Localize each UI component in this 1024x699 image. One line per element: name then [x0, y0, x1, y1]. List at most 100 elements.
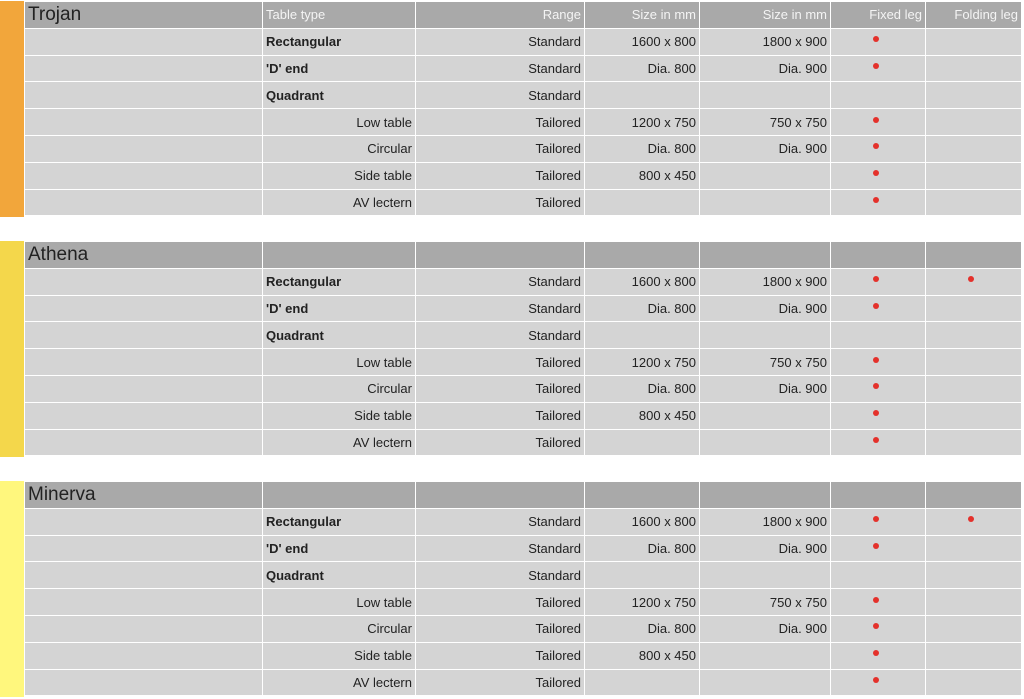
empty-cell	[24, 348, 263, 376]
range: Standard	[415, 321, 585, 350]
range: Tailored	[415, 188, 585, 217]
size-1: Dia. 800	[584, 614, 700, 643]
table-row: AV lectern Tailored	[24, 428, 1022, 457]
range: Tailored	[415, 668, 585, 697]
dot-icon	[873, 596, 879, 603]
dot-icon	[873, 302, 879, 309]
range: Standard	[415, 27, 585, 56]
size-1: 1600 x 800	[584, 267, 700, 296]
empty-cell	[24, 668, 263, 697]
table-type: Rectangular	[262, 27, 416, 56]
table-type: Rectangular	[262, 507, 416, 536]
section-header-row: Athena	[24, 241, 1022, 269]
table-row: Circular Tailored Dia. 800 Dia. 900	[24, 614, 1022, 643]
empty-cell	[830, 481, 926, 509]
range: Standard	[415, 507, 585, 536]
table-row: Circular Tailored Dia. 800 Dia. 900	[24, 134, 1022, 163]
dot-icon	[873, 196, 879, 203]
dot-icon	[873, 276, 879, 283]
empty-cell	[262, 241, 416, 269]
table-type: Quadrant	[262, 561, 416, 590]
size-1: 1200 x 750	[584, 588, 700, 616]
table-type: AV lectern	[262, 668, 416, 697]
empty-cell	[24, 428, 263, 457]
section-minerva: Minerva Rectangular Standard 1600 x 800 …	[0, 481, 1022, 697]
empty-cell	[24, 321, 263, 350]
header-folding-leg: Folding leg	[925, 1, 1022, 29]
size-2	[699, 188, 831, 217]
empty-cell	[24, 401, 263, 430]
size-1: 1200 x 750	[584, 348, 700, 376]
fixed-leg	[830, 428, 926, 457]
color-bar	[0, 481, 24, 697]
range: Tailored	[415, 614, 585, 643]
range: Tailored	[415, 348, 585, 376]
folding-leg	[925, 134, 1022, 163]
section-header-row: Minerva	[24, 481, 1022, 509]
folding-leg	[925, 161, 1022, 190]
section-header-row: Trojan Table type Range Size in mm Size in m…	[24, 1, 1022, 29]
table-type: Side table	[262, 641, 416, 670]
size-2	[699, 668, 831, 697]
range: Standard	[415, 81, 585, 110]
size-1	[584, 668, 700, 697]
table-row: Low table Tailored 1200 x 750 750 x 750	[24, 588, 1022, 616]
table-row: AV lectern Tailored	[24, 668, 1022, 697]
empty-cell	[584, 481, 700, 509]
dot-icon	[873, 516, 879, 523]
header-size2: Size in mm	[699, 1, 831, 29]
range: Tailored	[415, 374, 585, 403]
empty-cell	[925, 481, 1022, 509]
range: Standard	[415, 534, 585, 563]
range: Standard	[415, 294, 585, 323]
table-type: Side table	[262, 401, 416, 430]
folding-leg	[925, 321, 1022, 350]
empty-cell	[262, 481, 416, 509]
folding-leg	[925, 428, 1022, 457]
size-2: Dia. 900	[699, 134, 831, 163]
empty-cell	[24, 561, 263, 590]
folding-leg	[925, 641, 1022, 670]
size-2	[699, 561, 831, 590]
fixed-leg	[830, 321, 926, 350]
folding-leg	[925, 561, 1022, 590]
size-2	[699, 428, 831, 457]
size-1: Dia. 800	[584, 534, 700, 563]
size-1	[584, 321, 700, 350]
dot-icon	[873, 143, 879, 150]
table-row: Quadrant Standard	[24, 561, 1022, 590]
size-1: 1600 x 800	[584, 27, 700, 56]
range: Tailored	[415, 401, 585, 430]
range: Tailored	[415, 161, 585, 190]
empty-cell	[24, 641, 263, 670]
fixed-leg	[830, 108, 926, 136]
table-row: Low table Tailored 1200 x 750 750 x 750	[24, 348, 1022, 376]
empty-cell	[699, 241, 831, 269]
size-2	[699, 641, 831, 670]
table-type: 'D' end	[262, 534, 416, 563]
header-fixed-leg: Fixed leg	[830, 1, 926, 29]
table-type: 'D' end	[262, 54, 416, 83]
range: Tailored	[415, 428, 585, 457]
section-name: Trojan	[24, 1, 263, 29]
size-2	[699, 81, 831, 110]
empty-cell	[24, 507, 263, 536]
range: Standard	[415, 561, 585, 590]
empty-cell	[24, 27, 263, 56]
dot-icon	[873, 650, 879, 657]
table-row: 'D' end Standard Dia. 800 Dia. 900	[24, 534, 1022, 563]
empty-cell	[925, 241, 1022, 269]
table-type: Circular	[262, 374, 416, 403]
folding-leg	[925, 188, 1022, 217]
size-2: 750 x 750	[699, 588, 831, 616]
size-1	[584, 81, 700, 110]
fixed-leg	[830, 374, 926, 403]
table-row: Low table Tailored 1200 x 750 750 x 750	[24, 108, 1022, 136]
table-type: AV lectern	[262, 188, 416, 217]
range: Tailored	[415, 108, 585, 136]
table-type: Low table	[262, 348, 416, 376]
empty-cell	[24, 161, 263, 190]
table-type: Rectangular	[262, 267, 416, 296]
fixed-leg	[830, 27, 926, 56]
folding-leg	[925, 614, 1022, 643]
